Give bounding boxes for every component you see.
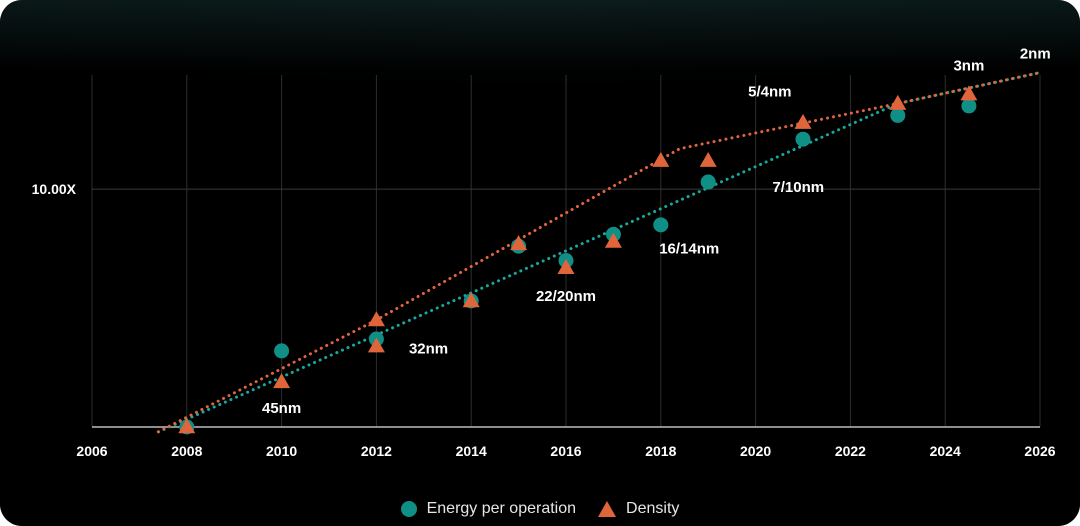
- energy-point-7: [653, 217, 669, 233]
- energy-legend-marker: [400, 501, 417, 517]
- x-tick-label-2020: 2020: [740, 443, 771, 459]
- trend-lines: [156, 71, 1042, 434]
- annotations: 45nm 32nm 22/20nm 16/14nm 7/10nm 5/4nm 3nm 2nm: [262, 46, 1051, 417]
- x-tick-label-2008: 2008: [171, 443, 202, 459]
- density-point-10: [794, 113, 812, 129]
- density-point-5: [510, 235, 528, 251]
- x-tick-label-2018: 2018: [645, 443, 676, 459]
- x-tick-label-2012: 2012: [361, 443, 392, 459]
- energy-point-1: [274, 343, 290, 359]
- density-legend-marker: [598, 501, 617, 517]
- density-point-12: [960, 85, 978, 101]
- energy-point-9: [795, 131, 811, 147]
- legend-label-density: Density: [626, 500, 680, 517]
- energy-point-11: [961, 98, 977, 114]
- density-point-4: [462, 292, 480, 308]
- legend-item-energy[interactable]: Energy per operation: [400, 500, 577, 518]
- x-tick-label-2010: 2010: [266, 443, 297, 459]
- y-tick-label: 10.00X: [32, 181, 77, 197]
- legend-item-density[interactable]: Density: [598, 500, 679, 518]
- x-tick-label-2016: 2016: [550, 443, 581, 459]
- density-point-8: [652, 151, 670, 167]
- density-point-11: [889, 94, 907, 110]
- x-tick-label-2006: 2006: [76, 443, 107, 459]
- x-tick-label-2024: 2024: [930, 443, 961, 459]
- node-label-0: 45nm: [262, 400, 301, 417]
- energy-point-8: [700, 174, 716, 190]
- energy-point-10: [890, 107, 906, 123]
- node-label-4: 7/10nm: [772, 179, 824, 196]
- density-point-6: [557, 258, 575, 274]
- density-point-1: [273, 373, 291, 389]
- node-label-6: 3nm: [953, 57, 984, 74]
- legend: Energy per operation Density: [0, 496, 1080, 522]
- density-point-2: [367, 337, 385, 353]
- node-label-5: 5/4nm: [748, 84, 791, 101]
- energy-trend-line: [156, 71, 1042, 434]
- legend-label-energy: Energy per operation: [426, 500, 577, 517]
- x-tick-label-2014: 2014: [456, 443, 487, 459]
- density-point-7: [604, 232, 622, 248]
- data-marks: [178, 85, 978, 435]
- density-point-9: [699, 151, 717, 167]
- node-label-1: 32nm: [409, 341, 448, 358]
- density-point-0: [178, 418, 196, 434]
- density-trend-line: [156, 71, 1042, 434]
- axes: 2006 2008 2010 2012 2014 2016 2018 2020 2022 2024…: [32, 181, 1056, 459]
- density-point-3: [367, 311, 385, 327]
- x-tick-label-2026: 2026: [1024, 443, 1055, 459]
- x-tick-label-2022: 2022: [835, 443, 866, 459]
- node-label-2: 22/20nm: [536, 288, 596, 305]
- node-label-3: 16/14nm: [659, 241, 719, 258]
- node-label-7: 2nm: [1020, 46, 1051, 63]
